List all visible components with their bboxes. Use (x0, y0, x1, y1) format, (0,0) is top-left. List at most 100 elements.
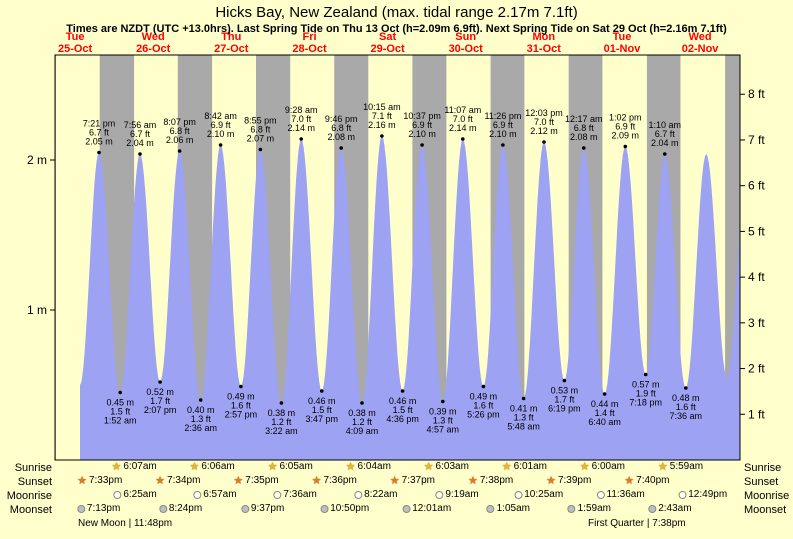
tide-annotation-low: 1.3 ft (433, 416, 454, 426)
tide-annotation-high: 2.07 m (247, 134, 275, 144)
moonset-time: 1:05am (496, 503, 530, 514)
tide-annotation-low: 1.5 ft (393, 405, 414, 415)
tide-annotation-high: 2.09 m (612, 131, 640, 141)
tide-annotation-low: 2:07 pm (144, 405, 177, 415)
tide-annotation-high: 6.9 ft (615, 122, 636, 132)
tide-annotation-high: 2.06 m (166, 135, 194, 145)
y-axis-left-label: 1 m (27, 303, 47, 317)
moonrise-time: 11:36am (606, 489, 645, 500)
sunrise-star-icon: ★ (189, 461, 200, 473)
moonset-circle-icon (76, 505, 85, 513)
sunrise-star-icon: ★ (111, 461, 122, 473)
tide-annotation-low: 1.3 ft (191, 414, 212, 424)
tide-extreme-dot (684, 386, 688, 390)
moonrise-circle-icon (273, 491, 282, 499)
tide-annotation-low: 3:47 pm (306, 414, 339, 424)
moonrise-time: 8:22am (364, 489, 398, 500)
tide-extreme-dot (320, 389, 324, 393)
tide-annotation-high: 6.9 ft (412, 120, 433, 130)
tide-annotation-high: 1:02 pm (609, 113, 642, 123)
moonset-entry: 9:37pm (240, 503, 285, 515)
sunset-time: 7:36pm (323, 475, 357, 486)
tide-annotation-high: 8:42 am (204, 111, 237, 121)
tide-extreme-dot (441, 399, 445, 404)
moonrise-time: 6:57am (203, 489, 237, 500)
tide-annotation-high: 10:37 pm (403, 111, 441, 121)
y-axis-right-label: 4 ft (748, 270, 765, 284)
sunset-time: 7:40pm (636, 475, 670, 486)
moonrise-time: 10:25am (524, 489, 564, 500)
tide-annotation-high: 6.8 ft (331, 123, 352, 133)
tide-annotation-low: 0.38 m (268, 408, 296, 418)
tide-annotation-low: 6:40 am (588, 417, 621, 427)
tide-extreme-dot (339, 146, 344, 150)
day-label-weekday: Thu (221, 31, 241, 43)
tide-annotation-high: 6.8 ft (250, 125, 271, 135)
tide-annotation-low: 1.6 ft (473, 401, 494, 411)
tide-area (80, 136, 740, 460)
tide-extreme-dot (481, 384, 486, 389)
sunrise-time: 6:03am (435, 461, 469, 472)
tide-annotation-high: 2.05 m (85, 137, 113, 147)
moonrise-circle-icon (193, 491, 202, 499)
almanac-label-left-moonrise: Moonrise (6, 490, 52, 502)
sunset-star-icon: ★ (233, 475, 244, 487)
moon-phase-first-quarter: First Quarter | 7:38pm (588, 518, 686, 529)
sunrise-entry: ★ 6:00am (580, 461, 625, 473)
tide-annotation-high: 6.7 ft (130, 129, 151, 139)
tide-annotation-low: 1.6 ft (676, 402, 697, 412)
sunrise-time: 6:06am (201, 461, 235, 472)
tide-extreme-dot (380, 134, 384, 138)
moonrise-entry: 6:25am (113, 489, 157, 501)
moonrise-entry: 7:36am (273, 489, 317, 501)
tide-annotation-low: 0.53 m (551, 386, 579, 396)
tide-annotation-high: 7.1 ft (372, 111, 393, 121)
moonset-circle-icon (402, 505, 411, 513)
tide-annotation-low: 0.46 m (308, 396, 336, 406)
plot-border (54, 54, 741, 461)
moonset-time: 12:01am (412, 503, 452, 514)
tide-extreme-dot (562, 378, 567, 383)
sunrise-time: 6:07am (123, 461, 157, 472)
tide-extreme-dot (158, 380, 162, 384)
tide-annotation-high: 9:28 am (285, 105, 318, 115)
y-axis-right-label: 5 ft (748, 224, 765, 238)
sunrise-star-icon: ★ (657, 461, 668, 473)
sunset-time: 7:34pm (167, 475, 201, 486)
moonset-circle-icon (567, 505, 576, 513)
tide-annotation-high: 2.08 m (327, 132, 355, 142)
tide-extreme-dot (623, 144, 628, 149)
day-label-date: 01-Nov (604, 43, 642, 55)
tide-annotation-high: 7.0 ft (453, 114, 474, 124)
tide-annotation-low: 3:22 am (265, 426, 298, 436)
sunset-star-icon: ★ (467, 475, 478, 487)
moonrise-entry: 9:19am (435, 489, 479, 501)
tide-annotation-low: 5:26 pm (467, 410, 500, 420)
tide-extreme-dot (521, 396, 526, 401)
almanac-label-right-sunrise: Sunrise (744, 462, 782, 474)
moonset-entry: 1:05am (486, 503, 530, 515)
moonset-time: 9:37pm (250, 503, 285, 514)
tide-annotation-high: 6.9 ft (211, 120, 232, 130)
tide-annotation-low: 0.38 m (348, 408, 376, 418)
tide-extreme-dot (542, 140, 546, 144)
sunrise-entry: ★ 6:01am (502, 461, 547, 473)
tide-annotation-high: 2.14 m (449, 123, 477, 133)
moonset-time: 2:43am (658, 503, 692, 514)
moonrise-time: 6:25am (123, 489, 157, 500)
tide-extreme-dot (663, 152, 667, 156)
tide-annotation-high: 2.08 m (570, 132, 598, 142)
tide-extreme-dot (198, 398, 203, 402)
tide-annotation-high: 10:15 am (363, 102, 401, 112)
tide-annotation-low: 0.52 m (146, 387, 174, 397)
sunset-entry: ★ 7:38pm (468, 475, 513, 487)
day-label-weekday: Tue (66, 31, 85, 43)
tide-annotation-low: 4:57 am (427, 425, 460, 435)
moonset-entry: 12:01am (402, 503, 451, 515)
sunset-star-icon: ★ (389, 475, 400, 487)
moonset-entry: 2:43am (648, 503, 692, 515)
tide-annotation-low: 0.40 m (187, 405, 215, 415)
tide-annotation-high: 11:07 am (444, 105, 481, 115)
tide-annotation-low: 4:09 am (346, 426, 379, 436)
